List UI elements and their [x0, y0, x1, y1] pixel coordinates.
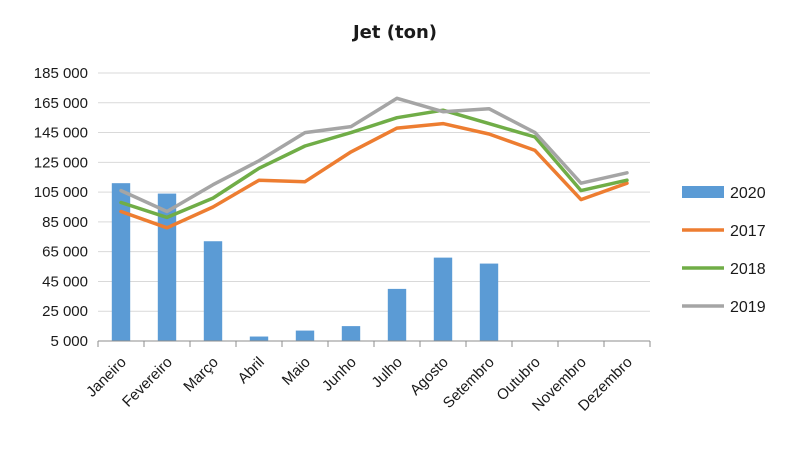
y-tick-label: 5 000	[50, 333, 88, 350]
y-tick-label: 165 000	[34, 95, 88, 112]
y-tick-label: 45 000	[42, 273, 88, 290]
y-tick-label: 125 000	[34, 154, 88, 171]
bar-2020-Fevereiro	[157, 193, 177, 341]
y-tick-label: 65 000	[42, 244, 88, 261]
legend-swatch-2020	[682, 186, 724, 198]
legend-label-2017: 2017	[730, 223, 766, 240]
legend: 2020 2017 2018 2019	[682, 185, 766, 316]
y-tick-label: 145 000	[34, 125, 88, 142]
legend-label-2020: 2020	[730, 185, 766, 202]
bar-2020-Março	[203, 241, 223, 341]
y-tick-labels: 5 000 25 000 45 000 65 000 85 000 105 000 125 …	[34, 65, 88, 350]
bar-2020-Julho	[387, 288, 407, 341]
x-tick-label: Agosto	[407, 354, 452, 399]
legend-label-2019: 2019	[730, 299, 766, 316]
line-2018	[119, 108, 629, 220]
y-tick-label: 185 000	[34, 65, 88, 82]
bar-2020-Abril	[249, 336, 269, 341]
x-tick-label: Junho	[319, 354, 360, 395]
line-series	[119, 96, 629, 230]
bar-2020-Setembro	[479, 263, 499, 341]
line-2019	[119, 96, 629, 214]
y-tick-label: 105 000	[34, 184, 88, 201]
bar-2020-Maio	[295, 330, 315, 341]
bar-series	[111, 183, 499, 341]
legend-label-2018: 2018	[730, 261, 766, 278]
bar-2020-Agosto	[433, 257, 453, 341]
bar-2020-Junho	[341, 326, 361, 341]
x-tick-label: Setembro	[440, 354, 498, 412]
x-tick-label: Julho	[368, 354, 405, 391]
y-tick-label: 25 000	[42, 303, 88, 320]
chart-title: Jet (ton)	[351, 22, 437, 43]
x-tick-label: Março	[180, 354, 221, 395]
x-tick-label: Maio	[279, 354, 314, 389]
bar-2020-Janeiro	[111, 183, 131, 341]
axes	[97, 340, 651, 347]
y-tick-label: 85 000	[42, 214, 88, 231]
gridlines	[98, 72, 650, 312]
line-2017	[119, 121, 629, 230]
x-tick-label: Abril	[235, 354, 268, 387]
x-tick-label: Fevereiro	[119, 354, 176, 411]
